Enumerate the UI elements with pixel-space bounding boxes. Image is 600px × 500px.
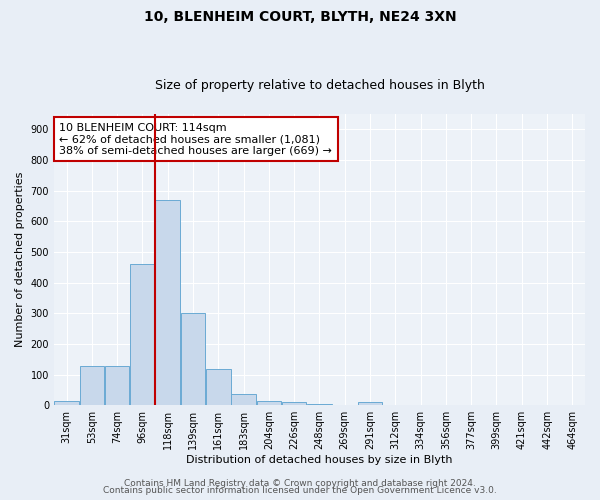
Text: 10 BLENHEIM COURT: 114sqm
← 62% of detached houses are smaller (1,081)
38% of se: 10 BLENHEIM COURT: 114sqm ← 62% of detac… bbox=[59, 122, 332, 156]
X-axis label: Distribution of detached houses by size in Blyth: Distribution of detached houses by size … bbox=[186, 455, 453, 465]
Title: Size of property relative to detached houses in Blyth: Size of property relative to detached ho… bbox=[155, 79, 484, 92]
Bar bbox=[181, 312, 205, 405]
Bar bbox=[358, 402, 382, 405]
Bar bbox=[206, 369, 230, 405]
Bar bbox=[282, 402, 307, 405]
Bar bbox=[257, 400, 281, 405]
Bar bbox=[155, 200, 180, 405]
Bar bbox=[105, 366, 130, 405]
Text: Contains public sector information licensed under the Open Government Licence v3: Contains public sector information licen… bbox=[103, 486, 497, 495]
Bar bbox=[130, 264, 155, 405]
Bar bbox=[307, 404, 332, 405]
Bar bbox=[232, 394, 256, 405]
Bar bbox=[54, 400, 79, 405]
Y-axis label: Number of detached properties: Number of detached properties bbox=[15, 172, 25, 348]
Bar bbox=[80, 366, 104, 405]
Text: Contains HM Land Registry data © Crown copyright and database right 2024.: Contains HM Land Registry data © Crown c… bbox=[124, 478, 476, 488]
Text: 10, BLENHEIM COURT, BLYTH, NE24 3XN: 10, BLENHEIM COURT, BLYTH, NE24 3XN bbox=[143, 10, 457, 24]
